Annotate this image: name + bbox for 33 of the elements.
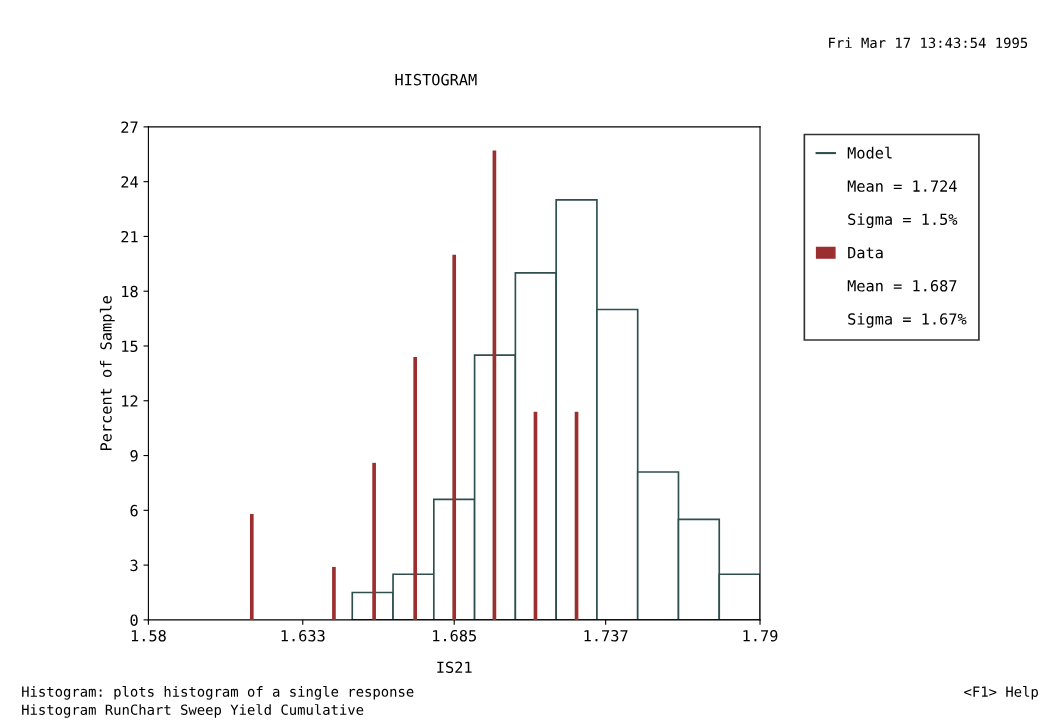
x-axis-title: IS21 (437, 661, 472, 674)
text: Sigma = 1.67% (848, 312, 967, 328)
y-tick-label: 27 (121, 121, 138, 133)
x-tick-label: 1.737 (584, 629, 628, 642)
legend-label: Model (847, 146, 892, 159)
text: Sigma = 1.5% (848, 213, 958, 229)
y-tick-label: 9 (130, 450, 138, 462)
y-tick-label: 15 (122, 340, 138, 353)
y-tick-label: 24 (121, 176, 138, 188)
bar (452, 254, 457, 620)
legend-label: Data (848, 246, 883, 259)
bar (372, 462, 376, 620)
bar (332, 566, 336, 620)
x-tick-label: 1.685 (433, 629, 476, 642)
y-tick-label: 0 (130, 614, 138, 626)
text: Fri Mar 17 13:43:54 1995 (829, 37, 1028, 49)
text: <F1> Help (964, 686, 1038, 700)
text: Mean = 1.687 (847, 279, 957, 292)
y-tick-label: 21 (121, 230, 138, 243)
y-axis-title: Percent of Sample (99, 296, 115, 451)
y-tick-label: 12 (122, 395, 138, 407)
x-tick-label: 1.633 (281, 629, 325, 642)
bar (249, 513, 254, 620)
text: Histogram RunChart Sweep Yield Cumulative (22, 704, 364, 718)
text: Mean = 1.724 (847, 180, 957, 192)
y-tick-label: 6 (130, 504, 138, 517)
text: Histogram: plots histogram of a single response (22, 686, 414, 700)
x-tick-label: 1.58 (131, 629, 166, 642)
y-tick-label: 3 (130, 559, 138, 572)
x-tick-label: 1.79 (743, 629, 778, 642)
bar (413, 356, 418, 620)
chart-title: HISTOGRAM (395, 73, 477, 86)
y-tick-label: 18 (122, 285, 138, 298)
